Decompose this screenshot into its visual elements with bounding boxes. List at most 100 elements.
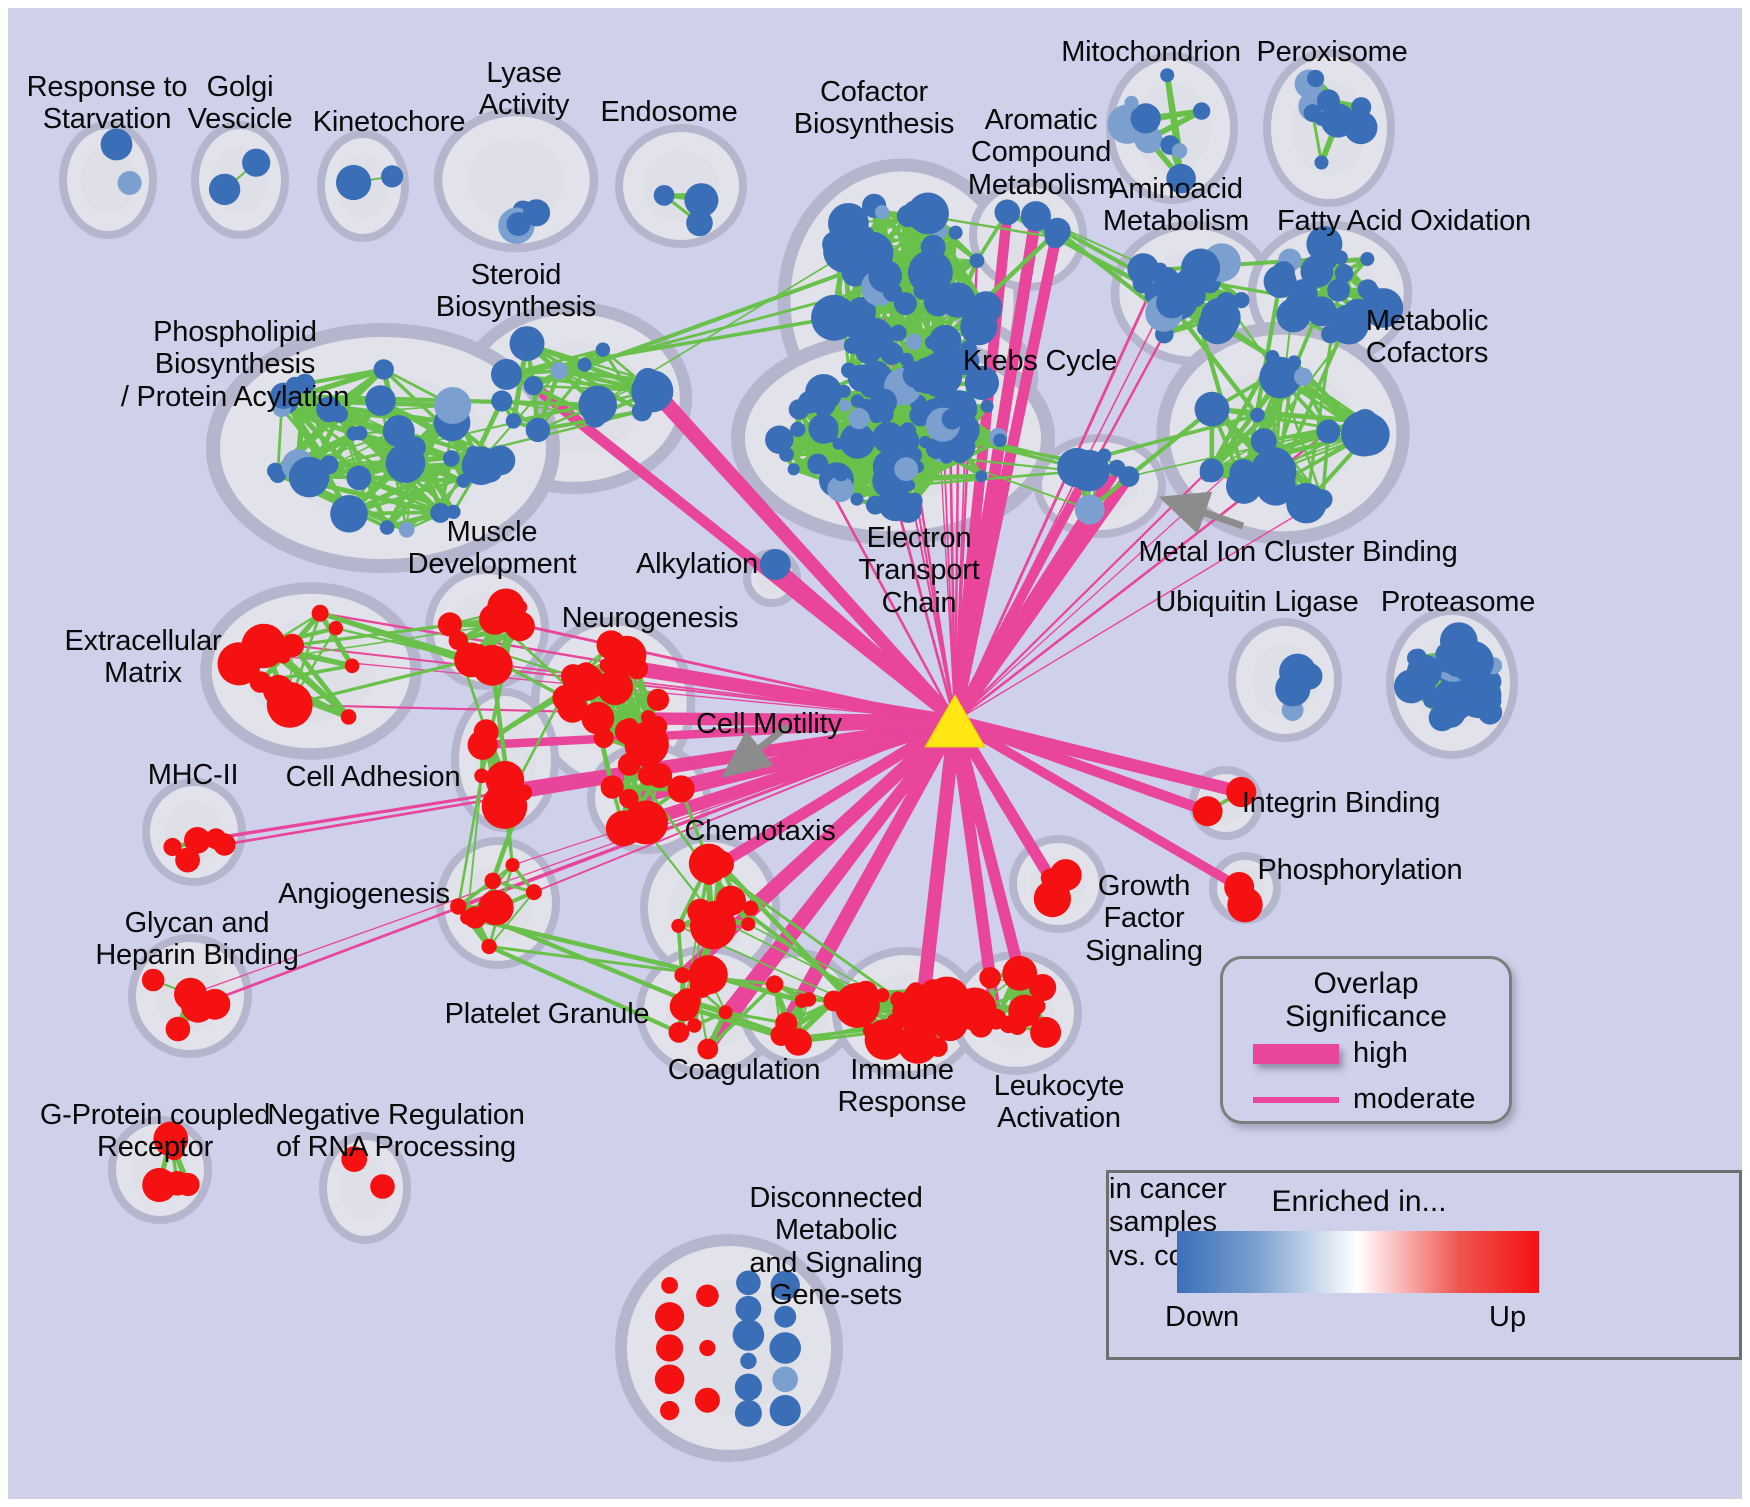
gene-set-node[interactable] <box>1132 273 1154 294</box>
gene-set-node[interactable] <box>701 868 718 885</box>
gene-set-node[interactable] <box>994 199 1021 226</box>
gene-set-node[interactable] <box>330 405 348 423</box>
gene-set-node[interactable] <box>1192 102 1211 120</box>
gene-set-node[interactable] <box>684 183 719 218</box>
gene-set-node[interactable] <box>1227 887 1263 923</box>
gene-set-node[interactable] <box>999 1015 1018 1034</box>
gene-set-node[interactable] <box>635 367 661 394</box>
gene-set-node[interactable] <box>450 898 467 915</box>
gene-set-node[interactable] <box>373 359 394 380</box>
gene-set-node[interactable] <box>370 1174 395 1199</box>
gene-set-node[interactable] <box>894 457 919 481</box>
gene-set-node[interactable] <box>505 858 520 872</box>
gene-set-node[interactable] <box>951 446 969 464</box>
gene-set-node[interactable] <box>346 426 361 441</box>
gene-set-node[interactable] <box>599 658 615 673</box>
gene-set-node[interactable] <box>929 324 962 358</box>
gene-set-node[interactable] <box>1357 279 1378 300</box>
gene-set-node[interactable] <box>328 621 343 636</box>
gene-set-node[interactable] <box>1124 95 1139 110</box>
gene-set-node[interactable] <box>1345 300 1361 316</box>
gene-set-node[interactable] <box>617 753 641 776</box>
gene-set-node[interactable] <box>770 1270 800 1301</box>
gene-set-node[interactable] <box>584 405 607 428</box>
gene-set-node[interactable] <box>1233 292 1250 309</box>
gene-set-node[interactable] <box>448 630 468 651</box>
gene-set-node[interactable] <box>477 457 503 483</box>
gene-set-node[interactable] <box>874 205 890 220</box>
gene-set-node[interactable] <box>833 465 849 482</box>
gene-set-node[interactable] <box>774 1305 797 1328</box>
gene-set-node[interactable] <box>503 612 524 633</box>
gene-set-node[interactable] <box>769 1332 801 1364</box>
gene-set-node[interactable] <box>1276 298 1311 333</box>
gene-set-node[interactable] <box>241 623 286 669</box>
gene-set-node[interactable] <box>661 1277 678 1294</box>
gene-set-node[interactable] <box>1333 250 1348 265</box>
gene-set-node[interactable] <box>808 413 839 444</box>
gene-set-node[interactable] <box>928 1037 948 1058</box>
colon-cancer-hub-node[interactable] <box>924 693 986 748</box>
gene-set-node[interactable] <box>1008 994 1041 1027</box>
gene-set-node[interactable] <box>1097 448 1112 463</box>
gene-set-node[interactable] <box>1423 694 1438 709</box>
gene-set-node[interactable] <box>509 326 545 362</box>
gene-set-node[interactable] <box>1265 350 1280 365</box>
gene-set-node[interactable] <box>141 968 165 992</box>
gene-set-node[interactable] <box>687 1018 702 1033</box>
gene-set-node[interactable] <box>969 1014 993 1038</box>
gene-set-node[interactable] <box>878 486 914 522</box>
gene-set-node[interactable] <box>1199 458 1224 483</box>
gene-set-node[interactable] <box>788 399 810 420</box>
gene-set-node[interactable] <box>484 872 502 890</box>
gene-set-node[interactable] <box>1160 68 1175 83</box>
gene-set-node[interactable] <box>184 827 211 854</box>
gene-set-node[interactable] <box>812 393 836 417</box>
gene-set-node[interactable] <box>654 1364 685 1395</box>
gene-set-node[interactable] <box>1192 796 1223 827</box>
gene-set-node[interactable] <box>557 693 588 723</box>
gene-set-node[interactable] <box>898 1010 915 1026</box>
gene-set-node[interactable] <box>671 918 686 933</box>
gene-set-node[interactable] <box>365 385 396 416</box>
gene-set-node[interactable] <box>696 1284 719 1308</box>
gene-set-node[interactable] <box>919 983 949 1012</box>
gene-set-node[interactable] <box>1130 103 1161 134</box>
gene-set-node[interactable] <box>893 992 922 1020</box>
gene-set-node[interactable] <box>165 1016 191 1042</box>
gene-set-node[interactable] <box>1166 163 1196 194</box>
gene-set-node[interactable] <box>1029 974 1057 1002</box>
gene-set-node[interactable] <box>437 612 462 637</box>
gene-set-node[interactable] <box>807 453 829 475</box>
gene-set-node[interactable] <box>330 495 368 533</box>
gene-set-node[interactable] <box>471 644 488 661</box>
gene-set-node[interactable] <box>1044 217 1071 245</box>
gene-set-node[interactable] <box>975 470 988 483</box>
gene-set-node[interactable] <box>848 408 870 430</box>
gene-set-node[interactable] <box>163 837 182 857</box>
gene-set-node[interactable] <box>484 797 506 819</box>
gene-set-node[interactable] <box>669 991 700 1022</box>
gene-set-node[interactable] <box>1049 859 1082 891</box>
gene-set-node[interactable] <box>769 1395 801 1427</box>
gene-set-node[interactable] <box>925 437 948 459</box>
gene-set-node[interactable] <box>615 642 630 657</box>
gene-set-node[interactable] <box>689 979 704 994</box>
gene-set-node[interactable] <box>1250 448 1297 495</box>
gene-set-node[interactable] <box>775 1012 798 1035</box>
gene-set-node[interactable] <box>1200 297 1241 338</box>
gene-set-node[interactable] <box>621 718 638 735</box>
gene-set-node[interactable] <box>1250 407 1265 423</box>
gene-set-node[interactable] <box>1316 419 1341 444</box>
gene-set-node[interactable] <box>688 843 729 884</box>
gene-set-node[interactable] <box>1360 252 1375 266</box>
gene-set-node[interactable] <box>715 885 747 916</box>
gene-set-node[interactable] <box>523 376 544 396</box>
gene-set-node[interactable] <box>993 433 1007 448</box>
gene-set-node[interactable] <box>474 768 489 784</box>
gene-set-node[interactable] <box>434 387 472 424</box>
gene-set-node[interactable] <box>597 669 633 706</box>
gene-set-node[interactable] <box>1306 226 1343 262</box>
gene-set-node[interactable] <box>525 884 542 901</box>
gene-set-node[interactable] <box>1175 268 1201 294</box>
